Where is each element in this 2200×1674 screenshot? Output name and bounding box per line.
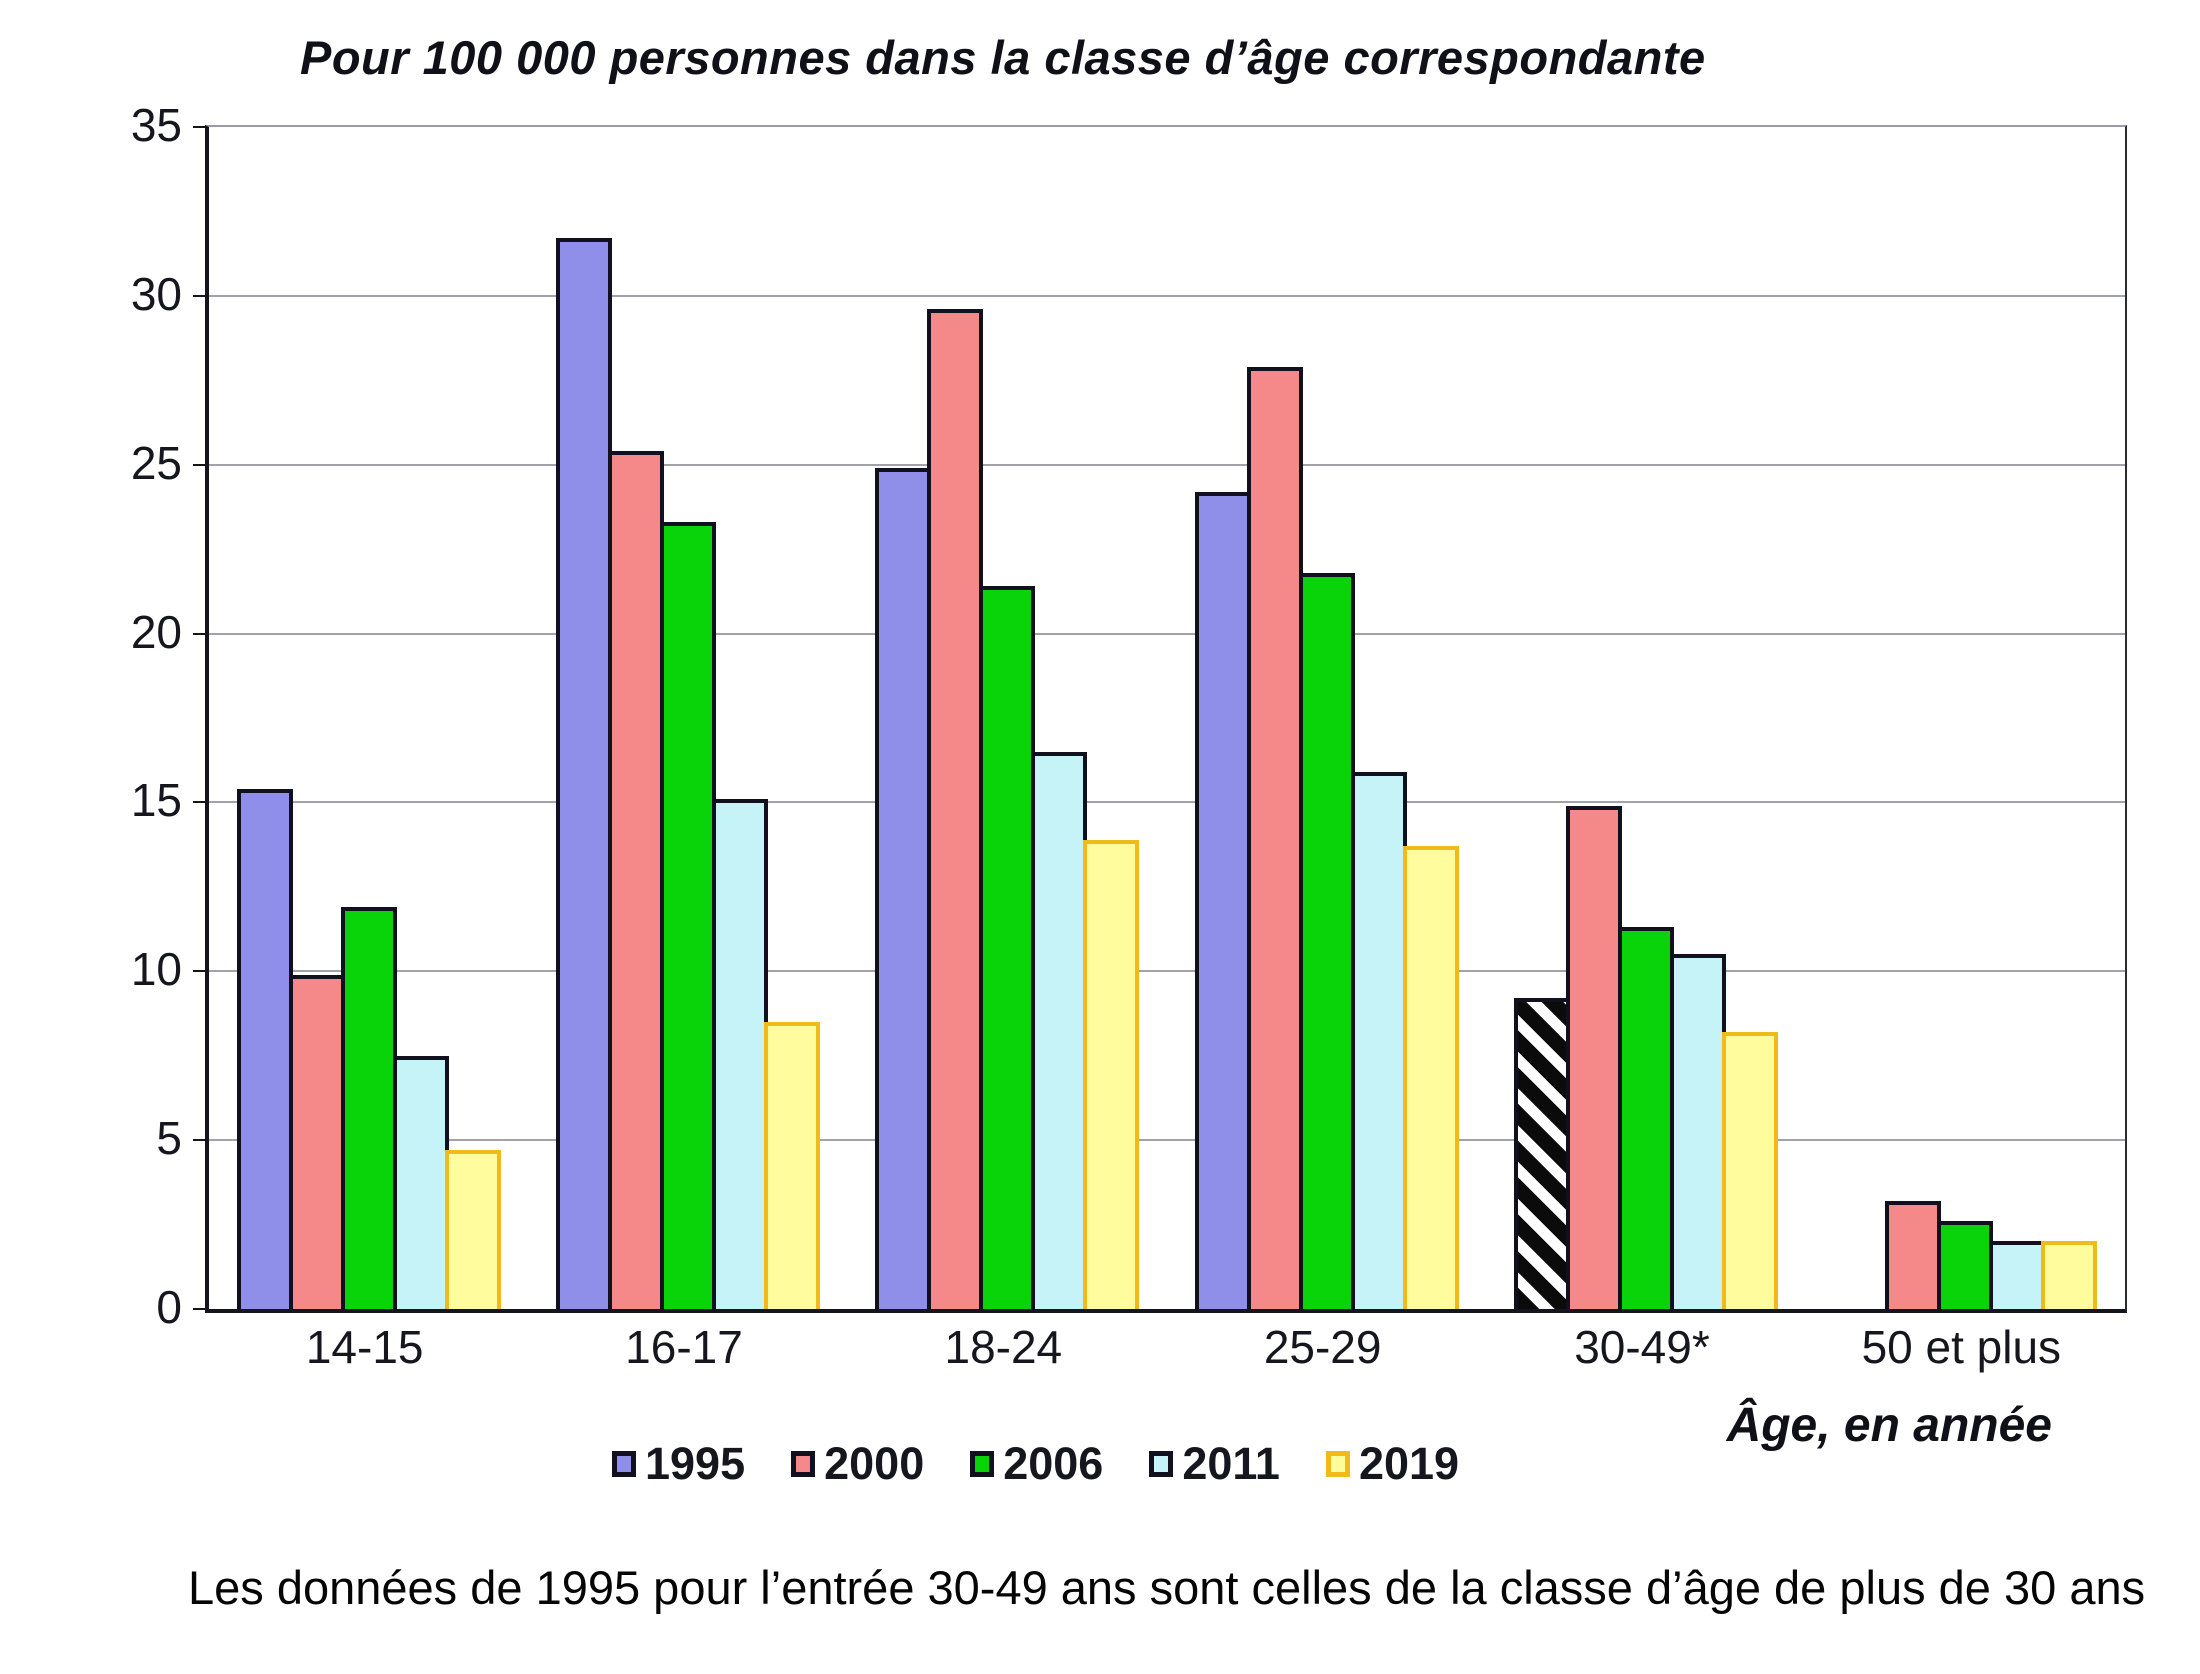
- bar-14-15-2011: [392, 1055, 449, 1309]
- y-axis-label-15: 15: [130, 774, 182, 827]
- bar-25-29-2011: [1350, 772, 1407, 1309]
- bar-30-49*-2019: [1721, 1032, 1778, 1309]
- legend-label-2019: 2019: [1358, 1438, 1460, 1489]
- legend-item-1995: 1995: [612, 1438, 745, 1490]
- gridline-5: [209, 1139, 2125, 1142]
- bar-14-15-2000: [288, 974, 345, 1309]
- y-tick-5: [193, 1139, 205, 1142]
- x-axis-label-18-24: 18-24: [944, 1321, 1063, 1373]
- legend-marker-2019: [1325, 1451, 1350, 1477]
- bar-30-49*-2000: [1565, 805, 1622, 1309]
- bar-50 et plus-2006: [1937, 1221, 1994, 1309]
- bar-18-24-1995: [875, 468, 932, 1309]
- y-tick-25: [193, 463, 205, 466]
- bar-16-17-2000: [607, 451, 664, 1309]
- y-axis-label-5: 5: [156, 1112, 182, 1165]
- x-axis-label-30-49*: 30-49*: [1574, 1321, 1710, 1373]
- bar-25-29-1995: [1194, 491, 1251, 1309]
- legend-marker-2000: [791, 1451, 816, 1477]
- legend-label-2000: 2000: [824, 1438, 925, 1489]
- gridline-10: [209, 970, 2125, 973]
- legend: 1995 2000 2006 2011 2019: [612, 1438, 1459, 1490]
- bar-group-30-49*: [1486, 127, 1805, 1309]
- bar-18-24-2019: [1083, 839, 1140, 1309]
- y-axis-label-20: 20: [130, 605, 182, 658]
- legend-label-2011: 2011: [1182, 1438, 1280, 1489]
- bar-group-18-24: [848, 127, 1167, 1309]
- legend-label-1995: 1995: [645, 1438, 746, 1489]
- bar-50 et plus-2019: [2041, 1241, 2098, 1309]
- x-axis-labels: 14-15 16-17 18-24 25-29 30-49* 50 et plus: [205, 1320, 2121, 1374]
- bar-group-14-15: [209, 127, 528, 1309]
- y-axis-label-25: 25: [130, 436, 182, 489]
- y-tick-0: [193, 1308, 205, 1310]
- bar-30-49*-1995: [1513, 998, 1570, 1309]
- bar-16-17-2011: [711, 799, 768, 1309]
- bar-16-17-1995: [555, 238, 612, 1309]
- y-axis-label-10: 10: [130, 943, 182, 996]
- x-axis-title: Âge, en année: [1726, 1399, 2052, 1452]
- bar-25-29-2006: [1298, 572, 1355, 1309]
- bar-16-17-2006: [659, 522, 716, 1309]
- x-axis-label-16-17: 16-17: [625, 1321, 743, 1373]
- legend-item-2011: 2011: [1149, 1438, 1280, 1490]
- y-tick-20: [193, 632, 205, 635]
- legend-marker-2011: [1149, 1451, 1174, 1477]
- bar-18-24-2006: [979, 586, 1036, 1309]
- y-tick-30: [193, 294, 205, 297]
- bar-group-25-29: [1167, 127, 1486, 1309]
- gridline-30: [209, 294, 2125, 297]
- gridline-20: [209, 632, 2125, 635]
- y-axis-label-35: 35: [130, 99, 182, 151]
- y-axis: 0 5 10 15 20 25 30 35: [0, 99, 182, 1333]
- bar-group-16-17: [528, 127, 847, 1309]
- legend-item-2006: 2006: [970, 1438, 1103, 1490]
- legend-marker-1995: [612, 1451, 636, 1477]
- bar-25-29-2019: [1402, 846, 1459, 1309]
- plot-area: [193, 125, 2127, 1313]
- gridline-15: [209, 801, 2125, 804]
- chart-title: Pour 100 000 personnes dans la classe d’…: [300, 31, 1706, 84]
- legend-item-2000: 2000: [791, 1438, 924, 1490]
- bar-50 et plus-2011: [1989, 1241, 2046, 1309]
- bar-50 et plus-2000: [1885, 1200, 1942, 1309]
- legend-marker-2006: [970, 1451, 995, 1477]
- y-tick-35: [193, 126, 205, 128]
- y-axis-label-30: 30: [130, 267, 182, 320]
- bar-14-15-2019: [444, 1150, 501, 1309]
- x-axis-label-50 et plus: 50 et plus: [1861, 1321, 2062, 1373]
- bar-18-24-2000: [927, 309, 984, 1309]
- gridline-25: [209, 463, 2125, 466]
- bar-14-15-1995: [236, 788, 293, 1309]
- bar-30-49*-2011: [1669, 954, 1726, 1309]
- y-tick-10: [193, 970, 205, 973]
- x-axis-label-14-15: 14-15: [305, 1321, 424, 1373]
- bar-16-17-2019: [763, 1021, 820, 1309]
- y-axis-label-0: 0: [156, 1281, 182, 1333]
- footnote: Les données de 1995 pour l’entrée 30-49 …: [188, 1561, 2146, 1614]
- bar-group-50 et plus: [1806, 127, 2125, 1309]
- bar-groups: [209, 127, 2125, 1309]
- legend-item-2019: 2019: [1325, 1438, 1460, 1490]
- bar-18-24-2011: [1031, 751, 1088, 1309]
- bar-14-15-2006: [340, 907, 397, 1309]
- legend-label-2006: 2006: [1003, 1438, 1104, 1489]
- y-tick-15: [193, 801, 205, 804]
- bar-30-49*-2006: [1617, 927, 1674, 1309]
- bar-25-29-2000: [1246, 366, 1303, 1309]
- x-axis-label-25-29: 25-29: [1263, 1321, 1382, 1373]
